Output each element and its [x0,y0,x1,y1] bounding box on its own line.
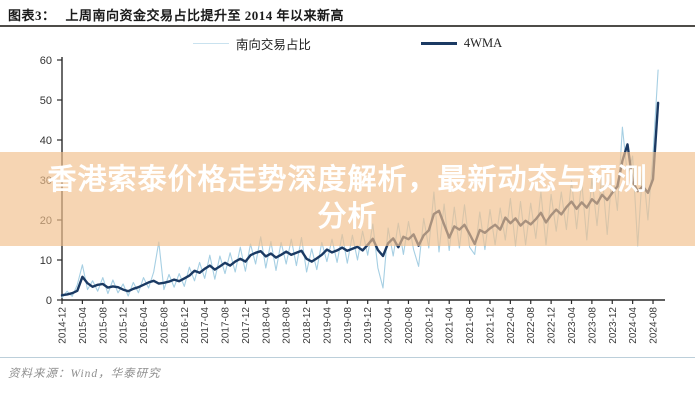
legend-line-sample-light [192,43,229,44]
legend-item-4wma: 4WMA [420,36,503,51]
x-tick-label: 2021-08 [465,307,476,344]
x-tick-label: 2022-04 [506,307,517,344]
legend-line-sample-dark [420,42,457,45]
x-tick-label: 2017-04 [200,307,211,344]
x-tick-label: 2018-04 [261,307,272,344]
x-tick-label: 2014-12 [58,307,69,344]
chart-legend: 南向交易占比 4WMA [0,34,695,53]
figure-title-text: 上周南向资金交易占比提升至 2014 年以来新高 [65,8,345,23]
legend-item-southbound-share: 南向交易占比 [192,34,311,53]
x-tick-label: 2017-08 [221,307,232,344]
x-tick-label: 2020-04 [384,307,395,344]
x-tick-label: 2015-12 [119,307,130,344]
x-tick-label: 2019-08 [343,307,354,344]
x-tick-label: 2016-12 [180,307,191,344]
footer-divider [0,357,695,358]
x-tick-label: 2020-12 [424,307,435,344]
y-tick-label: 60 [40,55,52,67]
legend-label-4wma: 4WMA [463,36,503,50]
y-tick-label: 10 [40,255,52,267]
x-tick-label: 2015-08 [98,307,109,344]
x-tick-label: 2020-08 [404,307,415,344]
x-tick-label: 2023-12 [608,307,619,344]
x-tick-label: 2016-04 [139,307,150,344]
y-tick-label: 50 [40,95,52,107]
x-tick-label: 2019-12 [363,307,374,344]
x-tick-label: 2023-08 [587,307,598,344]
figure-title: 图表3： 上周南向资金交易占比提升至 2014 年以来新高 [8,5,687,24]
y-tick-label: 40 [40,135,52,147]
legend-label-southbound-share: 南向交易占比 [235,38,311,52]
x-tick-label: 2022-12 [547,307,558,344]
figure-number: 图表3： [8,8,56,23]
x-tick-label: 2024-04 [628,307,639,344]
y-tick-label: 0 [46,295,52,307]
x-tick-label: 2022-08 [526,307,537,344]
data-source-note: 资料来源：Wind，华泰研究 [8,368,161,380]
x-tick-label: 2018-08 [282,307,293,344]
x-tick-label: 2021-04 [445,307,456,344]
watermark-title-line1: 香港索泰价格走势深度解析，最新动态与预测 [47,163,648,196]
x-tick-label: 2024-08 [649,307,660,344]
x-tick-label: 2018-12 [302,307,313,344]
x-tick-label: 2019-04 [322,307,333,344]
x-tick-label: 2017-12 [241,307,252,344]
title-divider [0,25,695,27]
x-tick-label: 2023-04 [567,307,578,344]
watermark-banner: 香港索泰价格走势深度解析，最新动态与预测 分析 [0,152,695,246]
x-tick-label: 2016-08 [159,307,170,344]
watermark-title-line2: 分析 [317,201,378,233]
x-tick-label: 2015-04 [78,307,89,344]
x-tick-label: 2021-12 [485,307,496,344]
